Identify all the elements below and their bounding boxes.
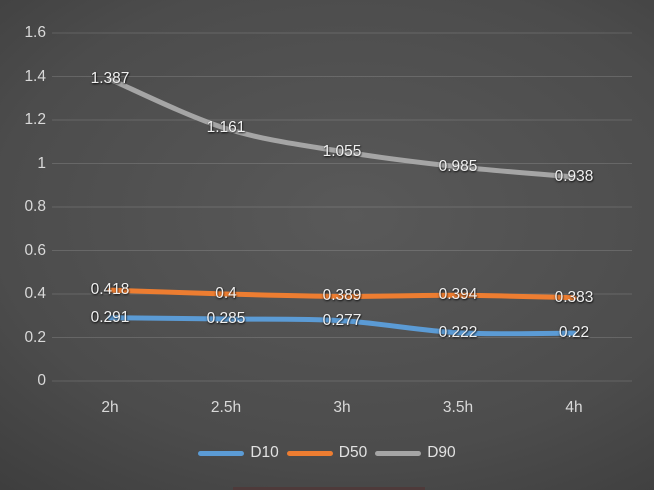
legend-label: D90	[427, 444, 456, 461]
y-tick-label: 1.2	[24, 111, 46, 128]
y-tick-label: 0.4	[24, 285, 46, 302]
data-label-d50: 0.418	[90, 281, 130, 299]
data-label-d50: 0.389	[322, 287, 362, 305]
legend-label: D50	[338, 444, 368, 461]
y-tick-label: 0.2	[24, 328, 46, 346]
legend-swatch-icon	[375, 450, 422, 456]
x-axis-label: 2.5h	[210, 399, 242, 416]
series-line-d50	[107, 287, 577, 301]
data-label-d90: 0.938	[554, 167, 594, 185]
data-label-d10: 0.285	[206, 310, 246, 327]
legend-item-d50: D50	[286, 444, 368, 462]
data-label-d90: 1.161	[206, 119, 246, 137]
y-tick-label: 0.8	[24, 198, 46, 215]
series-line-d90	[107, 76, 577, 180]
x-axis-label: 2h	[101, 399, 119, 416]
x-axis-label: 3h	[333, 399, 351, 416]
gridlines	[52, 32, 632, 382]
y-tick-label: 1	[37, 154, 46, 172]
x-axis-label: 4h	[565, 399, 583, 416]
legend-item-d10: D10	[198, 444, 279, 462]
legend-item-d90: D90	[375, 444, 456, 462]
data-label-d10: 0.291	[90, 308, 130, 326]
y-tick-label: 0	[37, 372, 46, 389]
data-label-d10: 0.22	[558, 324, 590, 342]
data-label-d90: 1.055	[322, 142, 362, 160]
y-tick-label: 0.6	[24, 241, 46, 259]
data-label-d90: 1.387	[90, 70, 130, 88]
data-label-d10: 0.222	[438, 323, 478, 341]
data-label-d50: 0.383	[554, 288, 594, 306]
data-label-d90: 0.985	[438, 157, 478, 175]
y-tick-label: 1.6	[24, 24, 46, 41]
legend-swatch-icon	[198, 450, 245, 456]
y-tick-label: 1.4	[24, 67, 46, 85]
data-label-d10: 0.277	[322, 311, 362, 329]
series-line-d10	[107, 315, 577, 337]
series-lines	[107, 76, 577, 337]
bottom-edge-strip	[233, 487, 425, 490]
data-label-d50: 0.394	[438, 286, 478, 304]
legend-swatch-icon	[286, 450, 333, 456]
data-label-d50: 0.4	[215, 285, 237, 302]
x-axis-label: 3.5h	[442, 399, 474, 416]
legend-label: D10	[250, 444, 279, 461]
legend: D10 D50 D90	[0, 443, 654, 463]
